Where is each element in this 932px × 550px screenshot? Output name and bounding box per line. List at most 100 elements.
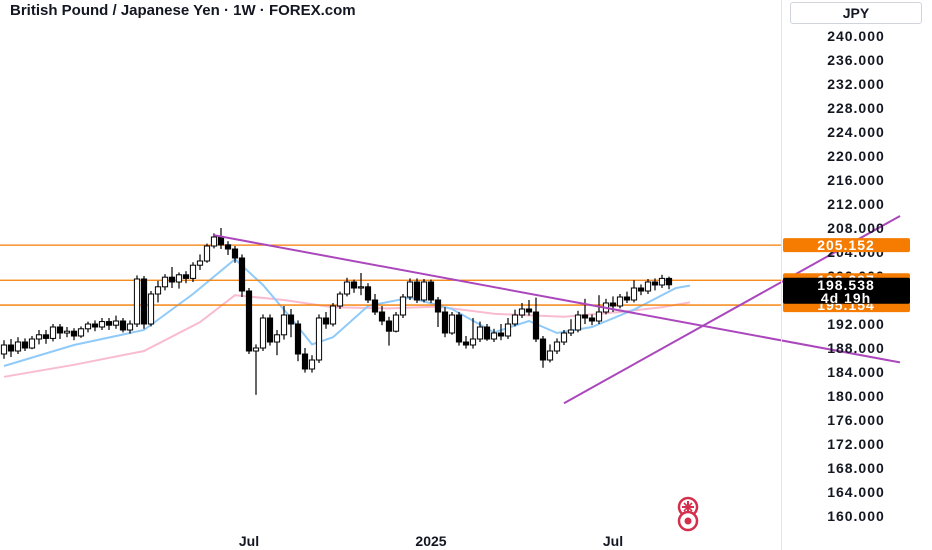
candle-body [7, 344, 15, 352]
y-tick-label: 236.000 [827, 52, 885, 68]
candle-body [609, 302, 617, 307]
candle-body [14, 341, 22, 352]
candle-body [238, 257, 246, 292]
candle-body [560, 332, 568, 343]
candle-body [98, 321, 106, 328]
candle-body [448, 314, 456, 334]
candle-body [665, 277, 673, 286]
candle-body [91, 323, 99, 328]
candle-body [441, 311, 449, 334]
candle-body [280, 314, 288, 336]
candle-body [147, 293, 155, 325]
candle-body [161, 276, 169, 288]
candle-body [476, 326, 484, 340]
candle-body [413, 281, 421, 301]
candle-body [483, 326, 491, 340]
candle-body [420, 281, 428, 301]
candle-body [651, 281, 659, 286]
candle-body [301, 353, 309, 370]
axis-separator [781, 0, 782, 550]
x-tick-label: Jul [603, 533, 623, 549]
candle-body [532, 311, 540, 340]
candle-body [0, 344, 8, 355]
candle-body [217, 236, 225, 246]
candle-body [287, 314, 295, 325]
candle-body [329, 305, 337, 325]
candle-body [28, 338, 36, 349]
y-tick-label: 240.000 [827, 28, 885, 44]
candle-body [77, 328, 85, 337]
candlestick-series [0, 228, 673, 395]
trendline-0[interactable] [213, 234, 901, 364]
candle-body [539, 338, 547, 361]
candle-body [658, 277, 666, 286]
candle-body [21, 341, 29, 349]
candle-body [210, 236, 218, 247]
candle-body [252, 347, 260, 352]
candle-body [133, 278, 141, 325]
candle-body [343, 281, 351, 295]
candle-body [245, 290, 253, 352]
candle-body [140, 278, 148, 325]
candle-body [49, 326, 57, 339]
candle-body [525, 308, 533, 313]
candle-body [637, 287, 645, 292]
candle-body [595, 311, 603, 322]
y-tick-label: 228.000 [827, 100, 885, 116]
candle-body [105, 321, 113, 326]
candle-body [567, 329, 575, 334]
candle-body [182, 274, 190, 279]
candle-body [490, 332, 498, 340]
candle-body [308, 359, 316, 370]
currency-button[interactable]: JPY [790, 2, 922, 24]
x-tick-label: 2025 [415, 533, 446, 549]
time-axis[interactable]: Jul 2025 Jul [239, 533, 623, 549]
candle-body [406, 281, 414, 298]
candle-body [588, 317, 596, 322]
current-price-tag-label: 198.538 [817, 277, 875, 293]
chart-title: British Pound / Japanese Yen · 1W · FORE… [10, 2, 356, 19]
y-tick-label: 188.000 [827, 340, 885, 356]
candle-body [364, 286, 372, 301]
y-tick-label: 180.000 [827, 388, 885, 404]
candle-body [294, 323, 302, 355]
candle-body [322, 317, 330, 325]
candle-body [168, 276, 176, 283]
candle-body [427, 281, 435, 301]
candle-body [42, 334, 50, 339]
candle-body [259, 317, 267, 349]
y-tick-label: 172.000 [827, 436, 885, 452]
y-tick-label: 212.000 [827, 196, 885, 212]
candle-body [371, 299, 379, 313]
candle-body [616, 296, 624, 307]
candle-body [469, 338, 477, 346]
candle-body [553, 341, 561, 352]
candle-body [273, 334, 281, 343]
candle-body [504, 323, 512, 337]
candle-body [518, 308, 526, 316]
candle-body [35, 334, 43, 340]
candle-body [385, 320, 393, 332]
record-icon[interactable] [677, 510, 699, 532]
candle-body [399, 296, 407, 316]
candle-body [511, 314, 519, 325]
candle-body [392, 314, 400, 332]
candle-body [434, 299, 442, 313]
candle-body [644, 281, 652, 292]
candle-body [378, 311, 386, 322]
candle-body [630, 287, 638, 301]
x-tick-label: Jul [239, 533, 259, 549]
candle-body [56, 326, 64, 334]
candle-body [462, 341, 470, 346]
candle-body [455, 314, 463, 343]
candle-body [196, 260, 204, 266]
candle-body [574, 314, 582, 331]
y-tick-label: 164.000 [827, 484, 885, 500]
fast-moving-average-line [3, 257, 691, 367]
candle-body [623, 296, 631, 301]
candle-body [546, 350, 554, 361]
y-tick-label: 232.000 [827, 76, 885, 92]
candle-body [70, 330, 78, 337]
